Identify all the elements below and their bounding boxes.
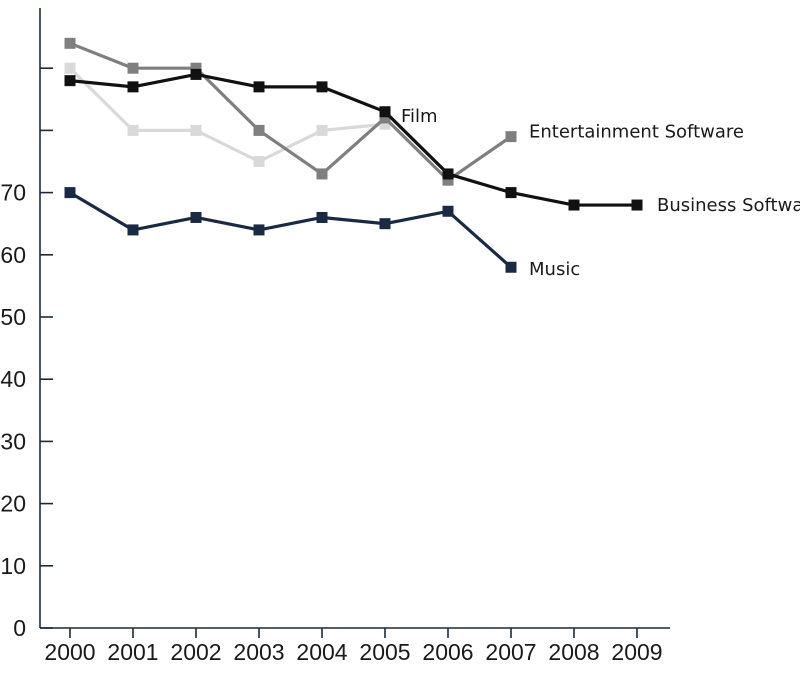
data-point-music [127, 224, 139, 236]
data-point-business-software [505, 187, 517, 199]
data-point-entertainment-software [127, 62, 139, 74]
data-point-music [505, 261, 517, 273]
x-tick-label: 2000 [44, 639, 95, 665]
data-point-entertainment-software [64, 37, 76, 49]
x-tick-label: 2004 [296, 639, 347, 665]
data-point-business-software [631, 199, 643, 211]
series-line-music [69, 191, 513, 269]
data-point-film [64, 62, 76, 74]
series-film [64, 62, 391, 167]
data-point-entertainment-software [505, 131, 517, 143]
data-point-business-software [316, 81, 328, 93]
x-tick-label: 2002 [170, 639, 221, 665]
data-point-film [316, 124, 328, 136]
data-point-business-software [64, 75, 76, 87]
data-point-business-software [253, 81, 265, 93]
y-tick-label: 50 [0, 304, 26, 330]
x-axis-ticks: 2000 2001 2002 2003 2004 2005 2006 2007 2008 2009 [44, 628, 663, 665]
x-tick-label: 2008 [548, 639, 599, 665]
series-line-entertainment-software [69, 41, 512, 182]
series-label-music: Music [529, 259, 580, 280]
x-tick-label: 2005 [359, 639, 410, 665]
series-label-business-software: Business Software [657, 195, 800, 216]
x-tick-label: 2009 [611, 639, 662, 665]
y-tick-label: 20 [0, 491, 26, 517]
data-point-film [379, 118, 391, 130]
data-point-business-software [442, 168, 454, 180]
data-point-music [64, 187, 76, 199]
data-point-music [253, 224, 265, 236]
chart-series [64, 37, 643, 273]
data-point-entertainment-software [253, 124, 265, 136]
data-point-entertainment-software [316, 168, 328, 180]
series-entertainment-software [64, 37, 517, 186]
chart-axes [39, 8, 670, 629]
y-tick-label: 30 [0, 428, 26, 454]
data-point-business-software [190, 68, 202, 80]
x-tick-label: 2007 [485, 639, 536, 665]
data-point-film [190, 124, 202, 136]
series-business-software [64, 68, 643, 211]
series-label-film: Film [401, 106, 438, 127]
y-tick-label: 70 [0, 180, 26, 206]
data-point-film [253, 156, 265, 167]
series-line-film [68, 67, 386, 164]
y-tick-label: 10 [0, 553, 26, 579]
data-point-music [379, 218, 391, 230]
x-tick-label: 2006 [422, 639, 473, 665]
x-tick-label: 2003 [233, 639, 284, 665]
data-point-film [127, 124, 139, 136]
x-tick-label: 2001 [107, 639, 158, 665]
y-axis-ticks: 0 10 20 30 40 50 60 70 [0, 67, 53, 641]
data-point-entertainment-software [379, 112, 391, 124]
data-point-entertainment-software [442, 174, 454, 186]
series-line-business-software [69, 72, 637, 207]
y-tick-label: 0 [13, 615, 26, 641]
data-point-business-software [127, 81, 139, 93]
data-point-entertainment-software [190, 62, 202, 74]
data-point-music [442, 205, 454, 217]
data-point-music [316, 211, 328, 223]
series-label-entertainment-software: Entertainment Software [529, 122, 744, 143]
series-music [64, 187, 517, 273]
series-labels: Film Entertainment Software Business Softw… [401, 106, 800, 280]
data-point-business-software [379, 106, 391, 118]
data-point-business-software [568, 199, 580, 211]
data-point-music [190, 211, 202, 223]
y-tick-label: 60 [0, 242, 26, 268]
y-tick-label: 40 [0, 366, 26, 392]
